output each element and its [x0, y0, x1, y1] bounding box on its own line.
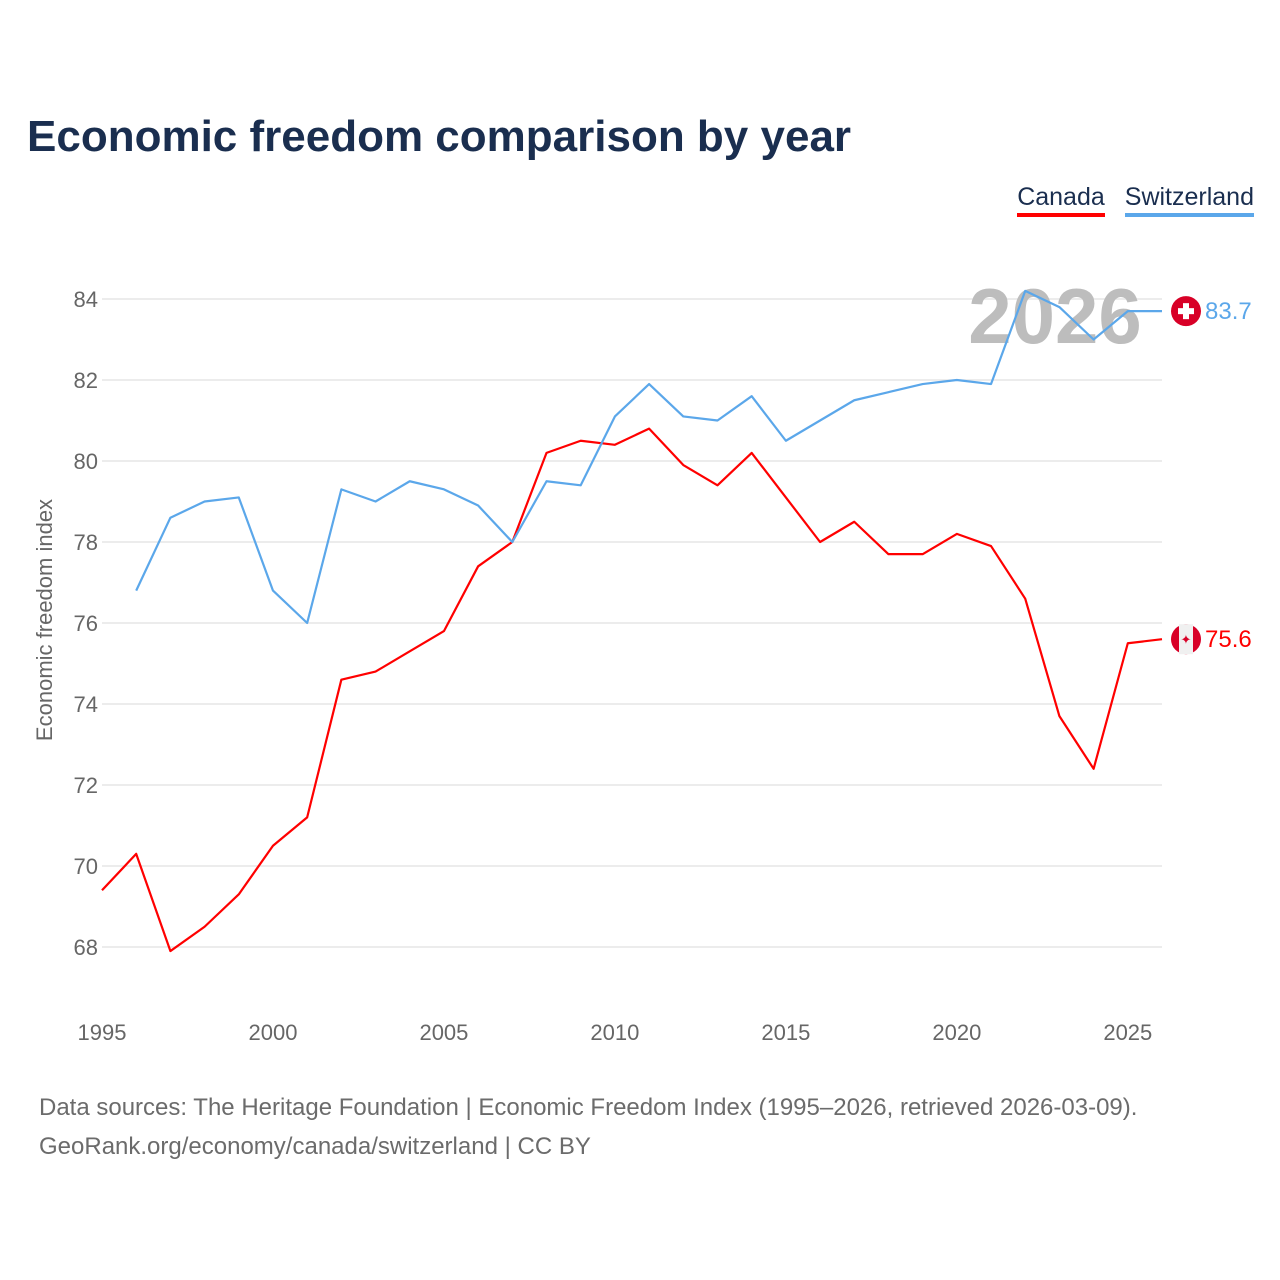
x-tick-label: 2000 — [248, 1020, 297, 1045]
y-tick-label: 72 — [74, 773, 98, 798]
legend-canada[interactable]: Canada — [1017, 183, 1105, 217]
legend: Canada Switzerland — [1017, 183, 1254, 217]
x-tick-label: 2020 — [932, 1020, 981, 1045]
y-tick-label: 84 — [74, 287, 98, 312]
footer: Data sources: The Heritage Foundation | … — [39, 1088, 1137, 1166]
end-value-label: 75.6 — [1205, 626, 1252, 653]
series-line-switzerland — [135, 289, 1162, 625]
x-tick-label: 2005 — [419, 1020, 468, 1045]
y-tick-label: 70 — [74, 854, 98, 879]
x-tick-label: 1995 — [78, 1020, 127, 1045]
source-link[interactable]: GeoRank.org/economy/canada/switzerland |… — [39, 1133, 591, 1160]
y-axis-label: Economic freedom index — [32, 499, 57, 741]
source-note: Data sources: The Heritage Foundation | … — [39, 1094, 1138, 1121]
x-tick-label: 2010 — [590, 1020, 639, 1045]
legend-switzerland[interactable]: Switzerland — [1124, 183, 1254, 217]
y-tick-label: 76 — [74, 611, 98, 636]
maple-leaf-icon: ✦ — [1181, 632, 1192, 647]
x-tick-label: 2015 — [761, 1020, 810, 1045]
y-tick-label: 78 — [74, 530, 98, 555]
year-watermark: 2026 — [968, 272, 1142, 360]
y-tick-label: 68 — [74, 935, 98, 960]
series-line-canada — [101, 427, 1163, 953]
x-tick-label: 2025 — [1103, 1020, 1152, 1045]
y-tick-label: 74 — [74, 692, 98, 717]
flag-cross — [1183, 303, 1189, 320]
y-tick-label: 82 — [74, 368, 98, 393]
end-value-label: 83.7 — [1205, 298, 1252, 325]
flag-white-band — [1179, 624, 1193, 655]
y-tick-label: 80 — [74, 449, 98, 474]
chart-title: Economic freedom comparison by year — [27, 112, 852, 161]
